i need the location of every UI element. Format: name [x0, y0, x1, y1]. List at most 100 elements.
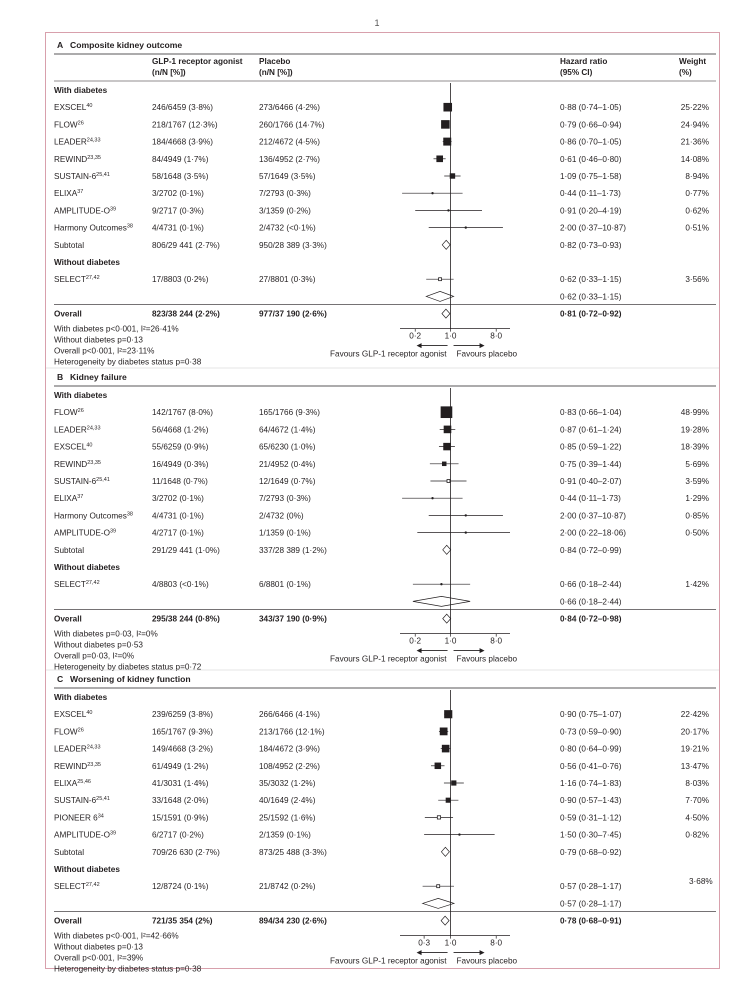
- heterogeneity-note: Heterogeneity by diabetes status p=0·72: [54, 663, 202, 672]
- study-weight: 5·69%: [685, 460, 709, 469]
- study-hr: 0·66 (0·18–2·44): [560, 580, 622, 589]
- study-weight: 7·70%: [685, 796, 709, 805]
- study-name: ELIXA37: [54, 494, 83, 503]
- study-glp1: 61/4949 (1·2%): [152, 762, 209, 771]
- study-glp1: 41/3031 (1·4%): [152, 779, 209, 788]
- subtotal-placebo: 337/28 389 (1·2%): [259, 546, 327, 555]
- column-header-weight-unit: (%): [679, 68, 692, 77]
- point-estimate: [431, 497, 434, 500]
- study-name: EXSCEL40: [54, 103, 92, 112]
- study-placebo: 12/1649 (0·7%): [259, 477, 316, 486]
- study-hr: 0·61 (0·46–0·80): [560, 155, 622, 164]
- study-placebo: 266/6466 (4·1%): [259, 710, 320, 719]
- point-estimate: [464, 226, 467, 229]
- group-label: Without diabetes: [54, 865, 120, 874]
- study-glp1: 84/4949 (1·7%): [152, 155, 209, 164]
- study-weight: 3·59%: [685, 477, 709, 486]
- heterogeneity-note: Without diabetes p=0·13: [54, 943, 143, 952]
- study-placebo: 6/8801 (0·1%): [259, 580, 311, 589]
- subtotal-hr: 0·84 (0·72–0·99): [560, 546, 622, 555]
- subtotal-hr: 0·79 (0·68–0·92): [560, 848, 622, 857]
- x-tick-label: 1·0: [445, 939, 457, 948]
- study-name: AMPLITUDE-O39: [54, 206, 116, 215]
- favours-right-arrowhead: [479, 648, 485, 654]
- panel-letter: A: [57, 40, 63, 50]
- subtotal-diamond: [421, 898, 456, 909]
- study-name: FLOW26: [54, 727, 84, 736]
- column-header-ci: (95% CI): [560, 68, 593, 77]
- study-name: REWIND23,35: [54, 155, 101, 164]
- study-weight: 48·99%: [681, 408, 709, 417]
- subtotal-glp1: 291/29 441 (1·0%): [152, 546, 220, 555]
- study-glp1: 149/4668 (3·2%): [152, 745, 213, 754]
- study-glp1: 58/1648 (3·5%): [152, 172, 209, 181]
- study-glp1: 17/8803 (0·2%): [152, 275, 209, 284]
- study-hr: 0·44 (0·11–1·73): [560, 189, 621, 198]
- subtotal-hr: 0·57 (0·28–1·17): [560, 899, 622, 908]
- heterogeneity-note: Without diabetes p=0·53: [54, 641, 143, 650]
- study-weight: 14·08%: [681, 155, 709, 164]
- subtotal-hr: 0·62 (0·33–1·15): [560, 292, 622, 301]
- panel-letter: C: [57, 674, 63, 684]
- study-glp1: 3/2702 (0·1%): [152, 494, 204, 503]
- column-header-placebo: Placebo: [259, 57, 290, 66]
- subtotal-label: Subtotal: [54, 241, 84, 250]
- study-name: SELECT27,42: [54, 882, 100, 891]
- subtotal-diamond: [442, 544, 452, 555]
- group-label: Without diabetes: [54, 258, 120, 267]
- study-weight: 19·28%: [681, 425, 709, 434]
- subtotal-label: Subtotal: [54, 546, 84, 555]
- point-estimate: [443, 137, 452, 146]
- study-hr: 0·90 (0·75–1·07): [560, 710, 622, 719]
- page-number: 1: [374, 18, 380, 28]
- study-name: SELECT27,42: [54, 580, 100, 589]
- study-placebo: 21/8742 (0·2%): [259, 882, 316, 891]
- x-tick-label: 0·2: [409, 637, 421, 646]
- overall-diamond: [442, 613, 452, 624]
- study-placebo: 27/8801 (0·3%): [259, 275, 316, 284]
- heterogeneity-note: With diabetes p<0·001, I²=42·66%: [54, 932, 179, 941]
- point-estimate: [458, 833, 461, 836]
- study-glp1: 3/2702 (0·1%): [152, 189, 204, 198]
- study-weight: 21·36%: [681, 138, 709, 147]
- study-weight: 13·47%: [681, 762, 709, 771]
- study-glp1: 15/1591 (0·9%): [152, 813, 209, 822]
- favours-left-arrowhead: [416, 648, 422, 654]
- study-placebo: 108/4952 (2·2%): [259, 762, 320, 771]
- study-glp1: 55/6259 (0·9%): [152, 443, 209, 452]
- study-placebo: 213/1766 (12·1%): [259, 727, 325, 736]
- point-estimate: [440, 406, 453, 419]
- study-hr: 0·75 (0·39–1·44): [560, 460, 622, 469]
- heterogeneity-note: Overall p<0·001, I²=39%: [54, 954, 143, 963]
- point-estimate: [443, 425, 452, 434]
- study-name: SELECT27,42: [54, 275, 100, 284]
- point-estimate: [434, 762, 442, 770]
- study-glp1: 246/6459 (3·8%): [152, 103, 213, 112]
- study-weight: 3·56%: [685, 275, 709, 284]
- subtotal-label: Subtotal: [54, 848, 84, 857]
- study-hr: 0·91 (0·20–4·19): [560, 206, 622, 215]
- study-weight: 1·29%: [685, 494, 709, 503]
- study-placebo: 260/1766 (14·7%): [259, 120, 325, 129]
- favours-right-arrowhead: [479, 343, 485, 349]
- study-hr: 0·59 (0·31–1·12): [560, 813, 622, 822]
- heterogeneity-note: Heterogeneity by diabetes status p=0·38: [54, 358, 202, 367]
- study-hr: 0·62 (0·33–1·15): [560, 275, 622, 284]
- study-placebo: 35/3032 (1·2%): [259, 779, 316, 788]
- heterogeneity-note: With diabetes p<0·001, I²=26·41%: [54, 325, 179, 334]
- heterogeneity-note: Heterogeneity by diabetes status p=0·38: [54, 965, 202, 974]
- x-tick-label: 8·0: [490, 332, 502, 341]
- study-hr: 1·16 (0·74–1·83): [560, 779, 622, 788]
- study-glp1: 4/4731 (0·1%): [152, 511, 204, 520]
- study-placebo: 21/4952 (0·4%): [259, 460, 316, 469]
- study-hr: 0·88 (0·74–1·05): [560, 103, 622, 112]
- overall-hr: 0·78 (0·68–0·91): [560, 917, 622, 926]
- study-name: REWIND23,35: [54, 460, 101, 469]
- study-name: AMPLITUDE-O39: [54, 831, 116, 840]
- study-hr: 2·00 (0·37–10·87): [560, 224, 626, 233]
- favours-right-arrowhead: [479, 950, 485, 956]
- subtotal-hr: 0·82 (0·73–0·93): [560, 241, 622, 250]
- study-glp1: 11/1648 (0·7%): [152, 477, 208, 486]
- overall-hr: 0·84 (0·72–0·98): [560, 615, 622, 624]
- study-name: LEADER24,33: [54, 138, 101, 147]
